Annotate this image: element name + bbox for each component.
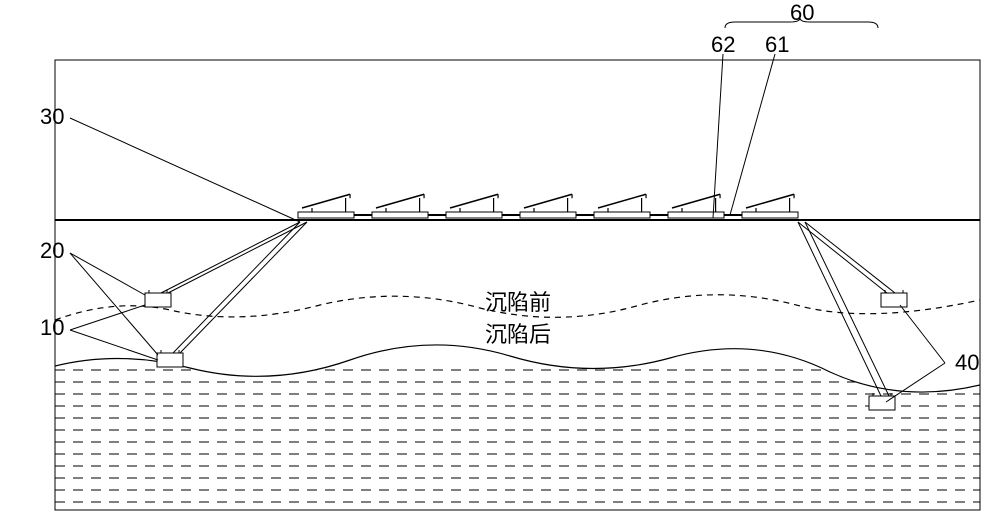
- floater: [668, 212, 724, 218]
- anchor-block: [881, 293, 907, 307]
- floater-connector: [428, 214, 446, 216]
- leader-line: [70, 253, 145, 295]
- label-l10: 10: [40, 315, 64, 340]
- floater: [446, 212, 502, 218]
- label-l61: 61: [765, 32, 789, 57]
- label-l40: 40: [955, 350, 979, 375]
- floater-connector: [650, 214, 668, 216]
- floater: [298, 212, 354, 218]
- mooring-line: [168, 222, 307, 293]
- floater-connector: [724, 214, 742, 216]
- solar-panel: [524, 194, 572, 208]
- leader-line: [70, 118, 300, 222]
- label-before: 沉陷前: [485, 290, 551, 315]
- diagram-frame: [55, 60, 980, 510]
- floater-connector: [576, 214, 594, 216]
- label-after: 沉陷后: [485, 322, 551, 347]
- diagram-svg: 60 62 61 30 20 10 40 沉陷前沉陷后: [0, 0, 1000, 527]
- solar-panel: [598, 194, 646, 208]
- solar-panel: [672, 194, 720, 208]
- leader-line: [730, 54, 775, 215]
- solar-panel: [376, 194, 424, 208]
- floater: [372, 212, 428, 218]
- floater-connector: [354, 214, 372, 216]
- mooring-line: [798, 222, 881, 396]
- solar-panel: [302, 194, 350, 208]
- label-l60: 60: [790, 0, 814, 25]
- label-l20: 20: [40, 238, 64, 263]
- label-l30: 30: [40, 104, 64, 129]
- mooring-line: [173, 222, 300, 353]
- floater-connector: [502, 214, 520, 216]
- mooring-line: [798, 222, 887, 293]
- label-l62: 62: [711, 32, 735, 57]
- leader-line: [70, 330, 158, 360]
- solar-panel: [746, 194, 794, 208]
- solar-panel: [450, 194, 498, 208]
- mooring-line: [161, 222, 300, 293]
- floater: [594, 212, 650, 218]
- leader-line: [886, 363, 945, 402]
- anchor-block: [157, 353, 183, 367]
- floater: [520, 212, 576, 218]
- leader-line: [900, 305, 945, 363]
- floater: [742, 212, 798, 218]
- mooring-line: [805, 222, 895, 293]
- leader-line: [713, 54, 723, 218]
- mooring-line: [180, 222, 307, 353]
- anchor-block: [145, 293, 171, 307]
